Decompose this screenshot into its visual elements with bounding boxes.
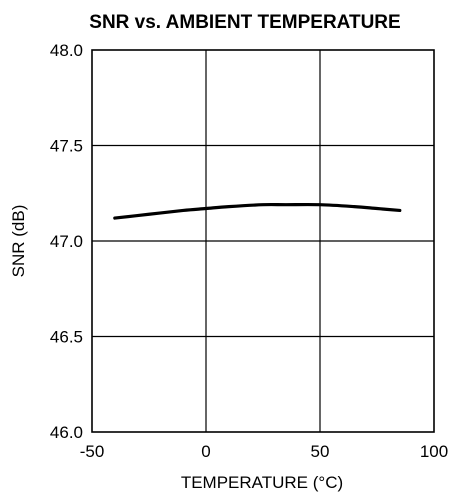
series-layer — [113, 202, 402, 220]
grid-lines — [92, 50, 434, 432]
x-axis-label: TEMPERATURE (°C) — [181, 473, 343, 492]
x-tick-label: -50 — [80, 442, 105, 461]
y-tick-label: 47.5 — [50, 137, 83, 156]
x-axis-ticks: -50 0 50 100 — [80, 442, 448, 461]
plot-area-frame — [91, 49, 435, 433]
snr-series-line — [113, 202, 402, 220]
x-tick-label: 50 — [311, 442, 330, 461]
x-tick-label: 0 — [201, 442, 210, 461]
y-tick-label: 47.0 — [50, 232, 83, 251]
y-tick-label: 46.5 — [50, 328, 83, 347]
y-tick-label: 46.0 — [50, 423, 83, 442]
y-axis-label: SNR (dB) — [9, 205, 28, 278]
y-tick-label: 48.0 — [50, 41, 83, 60]
y-axis-ticks: 46.0 46.5 47.0 47.5 48.0 — [50, 41, 83, 442]
chart-title: SNR vs. AMBIENT TEMPERATURE — [89, 12, 400, 33]
x-tick-label: 100 — [420, 442, 448, 461]
